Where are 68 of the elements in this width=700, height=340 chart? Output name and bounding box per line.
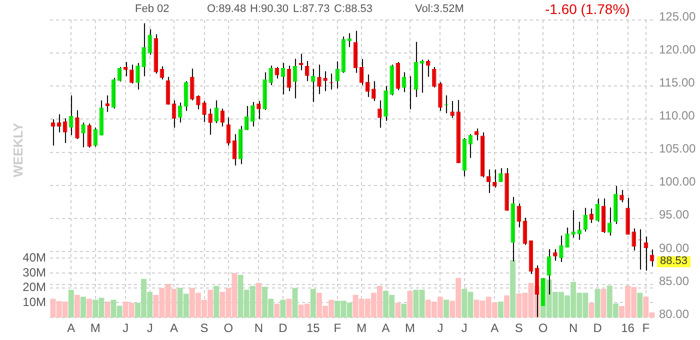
y-tick-label: 85.00 (659, 274, 690, 288)
y-tick-label: 95.00 (659, 208, 690, 222)
bar (256, 282, 262, 318)
y-tick-label: 105.00 (659, 142, 696, 156)
x-tick-label: N (568, 321, 578, 336)
bar (286, 298, 292, 318)
x-tick-label: O (538, 321, 548, 336)
x-tick-label: A (382, 321, 390, 336)
bar (292, 288, 298, 318)
bar (444, 300, 449, 318)
y-tick-label: 115.00 (659, 75, 696, 90)
x-tick-label: M (356, 321, 367, 336)
x-tick-label: 16 (621, 321, 635, 336)
x-tick-label: F (642, 321, 650, 336)
bar (401, 304, 407, 318)
y2-tick-label: 40M (22, 250, 46, 264)
x-tick-label: N (254, 321, 264, 336)
x-tick-label: D (278, 321, 288, 336)
y-tick-label: 120.00 (659, 42, 696, 56)
annotation: 88.53 (660, 255, 688, 268)
x-tick-label: 15 (306, 321, 320, 336)
x-tick-label: D (593, 321, 602, 336)
bar (600, 288, 606, 318)
bar (594, 288, 600, 318)
y2-tick-label: 10M (22, 295, 46, 310)
bar (104, 302, 110, 318)
y2-tick-label: 30M (22, 265, 46, 280)
bar (280, 300, 286, 318)
x-tick-label: A (170, 321, 178, 336)
x-tick-label: J (437, 321, 444, 336)
bar (510, 260, 516, 318)
x-tick-label: S (514, 321, 523, 336)
bar (498, 302, 504, 318)
x-tick-label: J (146, 321, 153, 336)
bar (310, 288, 316, 318)
bar (74, 294, 80, 318)
bar (80, 296, 86, 318)
bar (504, 295, 510, 318)
bar (86, 298, 92, 318)
x-tick-label: J (461, 321, 468, 336)
bar (407, 290, 413, 318)
x-tick-label: F (334, 321, 342, 336)
text: C:88.53 (334, 3, 373, 15)
bar (395, 302, 401, 318)
x-tick-label: A (490, 321, 499, 336)
y-tick-label: 110.00 (659, 108, 696, 123)
bar (637, 292, 643, 318)
x-tick-label: J (122, 321, 129, 336)
x-tick-label: M (90, 321, 100, 336)
bar (588, 303, 594, 318)
y2-tick-label: 20M (22, 280, 46, 294)
y-tick-label: 80.00 (659, 306, 690, 321)
bar (214, 286, 220, 318)
bar (274, 304, 280, 318)
text: Feb 02 (135, 3, 170, 15)
text: L:87.73 (293, 3, 330, 15)
bar (68, 290, 74, 318)
y-tick-label: 125.00 (659, 9, 696, 24)
x-tick-label: M (404, 321, 415, 336)
x-tick-label: S (200, 321, 208, 336)
text: -1.60 (1.78%) (545, 1, 630, 17)
x-tick-label: O (224, 321, 234, 336)
text: O:89.48 (207, 3, 246, 15)
text: H:90.30 (250, 3, 289, 15)
text: Vol:3.52M (415, 3, 464, 15)
y-tick-label: 90.00 (659, 240, 690, 255)
x-tick-label: A (67, 321, 76, 336)
y-tick-label: 100.00 (659, 174, 696, 189)
